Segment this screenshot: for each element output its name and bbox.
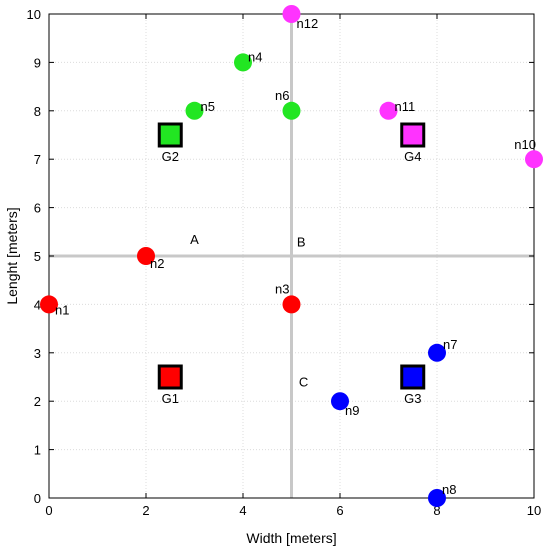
gateway-marker: [157, 364, 183, 390]
node-markers: n1 n2 n3 n4 n5 n6 n7 n8 n9 n10 n11 n12: [40, 5, 543, 507]
node-marker: [379, 101, 398, 120]
gateway-marker: [400, 122, 426, 148]
node-label: n12: [297, 16, 319, 31]
node-marker: [137, 247, 155, 265]
node-label: n11: [395, 99, 416, 114]
gateway-label: G4: [404, 149, 421, 164]
gateway-label: G3: [404, 391, 421, 406]
y-tick-label: 10: [27, 7, 41, 22]
node-label: n7: [443, 337, 457, 352]
node-marker: [282, 5, 301, 23]
node-label: n2: [150, 256, 164, 271]
node-marker: [525, 150, 543, 169]
gateway-label: G2: [162, 149, 179, 164]
y-tick-label: 5: [34, 249, 41, 264]
node-marker: [428, 343, 446, 362]
y-tick-label: 7: [34, 152, 41, 167]
axis-ticks: 0 2 4 6 8 10 0 1 2 3 4 5 6 7 8 9 10: [27, 7, 542, 518]
node-label: n5: [201, 99, 215, 114]
gateway-markers: G1 G2 G3 G4: [157, 122, 426, 406]
node-label: n6: [275, 88, 289, 103]
gateway-marker: [157, 122, 183, 148]
node-label: n4: [248, 49, 262, 64]
y-tick-label: 4: [34, 297, 41, 312]
area-labels: A B C: [190, 232, 308, 390]
y-tick-label: 8: [34, 104, 41, 119]
gateway-marker: [400, 364, 426, 390]
node-marker: [40, 295, 58, 314]
node-marker: [428, 489, 446, 507]
area-label: C: [299, 375, 308, 390]
node-marker: [331, 392, 349, 411]
x-tick-label: 10: [527, 503, 541, 518]
node-label: n10: [514, 137, 536, 152]
y-tick-label: 6: [34, 201, 41, 216]
x-axis-label: Width [meters]: [246, 530, 336, 546]
x-tick-label: 6: [336, 503, 343, 518]
y-tick-label: 9: [34, 55, 41, 70]
node-label: n1: [55, 302, 69, 317]
node-label: n9: [345, 403, 359, 418]
node-marker: [185, 101, 204, 120]
node-marker: [282, 101, 301, 120]
gateway-label: G1: [162, 391, 179, 406]
node-marker: [282, 295, 301, 314]
area-label: B: [297, 234, 306, 249]
node-marker: [234, 53, 252, 72]
y-tick-label: 3: [34, 346, 41, 361]
y-tick-label: 0: [34, 491, 41, 506]
x-tick-label: 2: [142, 503, 149, 518]
area-label: A: [190, 232, 199, 247]
y-axis-label: Lenght [meters]: [4, 207, 20, 304]
area-dividers: [49, 14, 534, 498]
x-tick-label: 8: [433, 503, 440, 518]
x-tick-label: 4: [239, 503, 246, 518]
node-label: n3: [275, 281, 289, 296]
node-label: n8: [442, 482, 456, 497]
x-tick-label: 0: [45, 503, 52, 518]
y-tick-label: 1: [34, 443, 41, 458]
y-tick-label: 2: [34, 394, 41, 409]
